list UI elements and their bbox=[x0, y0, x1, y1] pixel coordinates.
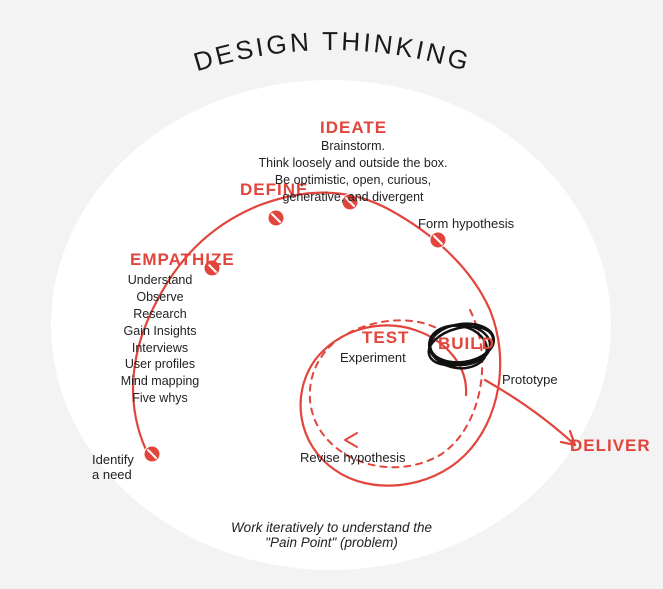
list-item: Brainstorm. bbox=[248, 138, 458, 155]
list-item: Interviews bbox=[105, 340, 215, 357]
list-item: Five whys bbox=[105, 390, 215, 407]
label-revise: Revise hypothesis bbox=[300, 450, 406, 465]
stage-ideate: IDEATE bbox=[320, 118, 387, 138]
label-experiment: Experiment bbox=[340, 350, 406, 365]
stage-test: TEST bbox=[362, 328, 409, 348]
footer-line: Work iteratively to understand the bbox=[0, 520, 663, 535]
label-identify: Identify a need bbox=[92, 452, 134, 482]
list-item: Be optimistic, open, curious, bbox=[248, 172, 458, 189]
list-item: Think loosely and outside the box. bbox=[248, 155, 458, 172]
list-item: Understand bbox=[105, 272, 215, 289]
stage-empathize: EMPATHIZE bbox=[130, 250, 235, 270]
list-item: generative, and divergent bbox=[248, 189, 458, 206]
diagram-canvas: DESIGN THINKING EMPATHIZE Understand Obs… bbox=[0, 0, 663, 589]
list-item: Gain Insights bbox=[105, 323, 215, 340]
list-item: Observe bbox=[105, 289, 215, 306]
stage-deliver: DELIVER bbox=[570, 436, 651, 456]
diagram-svg bbox=[0, 0, 663, 589]
list-item: Mind mapping bbox=[105, 373, 215, 390]
ideate-list: Brainstorm. Think loosely and outside th… bbox=[248, 138, 458, 206]
list-item: User profiles bbox=[105, 356, 215, 373]
empathize-list: Understand Observe Research Gain Insight… bbox=[105, 272, 215, 407]
label-prototype: Prototype bbox=[502, 372, 558, 387]
footer-line: "Pain Point" (problem) bbox=[0, 535, 663, 550]
footer-text: Work iteratively to understand the "Pain… bbox=[0, 520, 663, 550]
list-item: Research bbox=[105, 306, 215, 323]
label-form-hypothesis: Form hypothesis bbox=[418, 216, 514, 231]
stage-build: BUILD bbox=[438, 334, 495, 354]
